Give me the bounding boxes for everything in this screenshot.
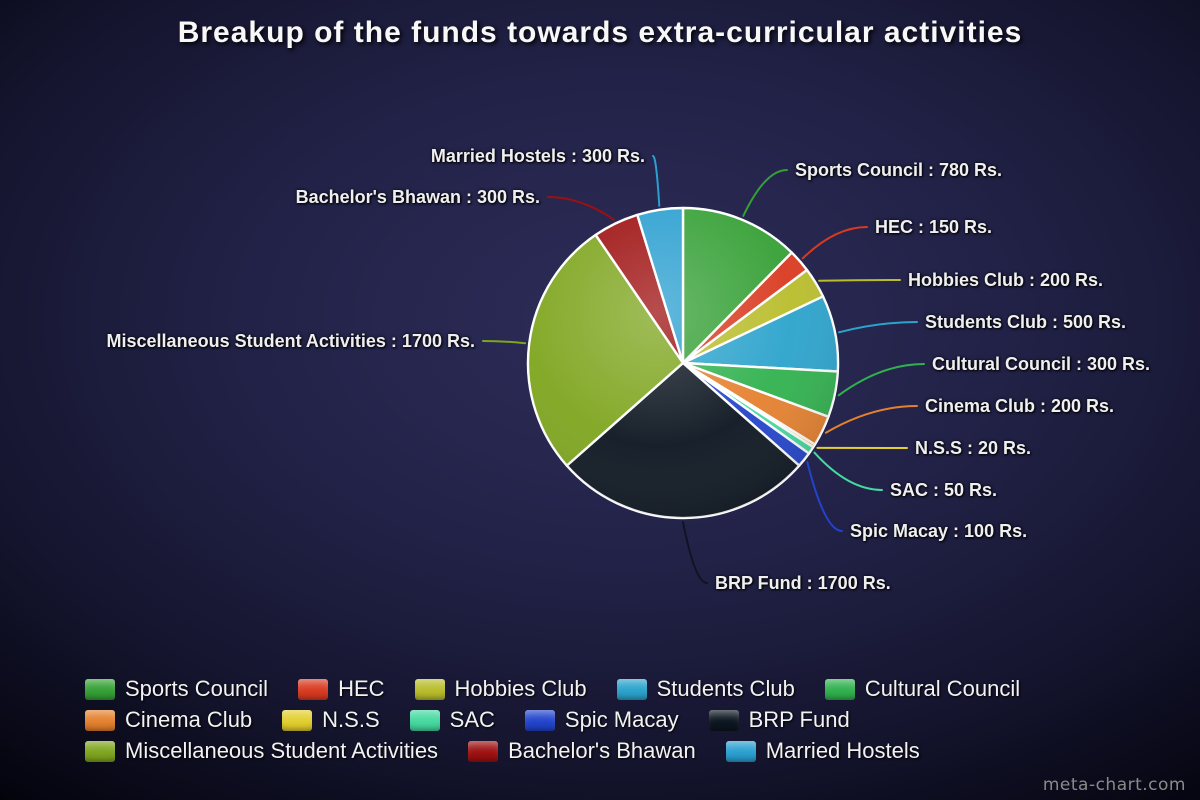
legend-label: Students Club — [656, 676, 795, 701]
legend-item-brp-fund: BRP Fund — [708, 707, 850, 733]
legend-item-hec: HEC — [298, 676, 385, 702]
legend-item-cinema-club: Cinema Club — [85, 707, 252, 733]
legend-label: Cultural Council — [864, 676, 1021, 701]
slice-label-hec: HEC : 150 Rs. — [875, 217, 993, 237]
legend-item-hobbies-club: Hobbies Club — [414, 676, 587, 702]
legend-row: Cinema Club N.S.S SAC Spic Macay BRP Fund — [85, 707, 1020, 733]
legend-label: Married Hostels — [765, 738, 920, 763]
slice-label-n-s-s: N.S.S : 20 Rs. — [915, 438, 1032, 458]
leader-line-brp-fund — [682, 521, 708, 584]
legend-label: Cinema Club — [125, 707, 253, 732]
slice-label-hobbies-club: Hobbies Club : 200 Rs. — [908, 270, 1104, 290]
legend-label: Hobbies Club — [454, 676, 587, 701]
slice-label-married-hostels: Married Hostels : 300 Rs. — [430, 146, 645, 166]
legend-swatch-cultural-council — [824, 678, 855, 700]
legend-swatch-sports-council — [85, 678, 115, 700]
legend-swatch-hec — [298, 678, 329, 700]
legend-item-sports-council: Sports Council — [85, 676, 268, 702]
leader-line-miscellaneous-student-activities — [482, 340, 527, 345]
leader-line-sac — [813, 451, 883, 491]
leader-line-sports-council — [742, 169, 788, 217]
slice-label-students-club: Students Club : 500 Rs. — [925, 312, 1127, 332]
slice-label-sports-council: Sports Council : 780 Rs. — [795, 160, 1003, 180]
slice-label-brp-fund: BRP Fund : 1700 Rs. — [715, 573, 891, 593]
slice-label-cinema-club: Cinema Club : 200 Rs. — [925, 396, 1115, 416]
legend-row: Miscellaneous Student Activities Bachelor… — [85, 738, 1020, 764]
legend-swatch-brp-fund — [708, 709, 739, 731]
legend-item-cultural-council: Cultural Council — [824, 676, 1021, 702]
legend-swatch-married-hostels — [725, 740, 756, 762]
legend-label: Miscellaneous Student Activities — [125, 738, 439, 763]
leader-line-married-hostels — [652, 155, 661, 207]
leader-line-hobbies-club — [818, 279, 901, 282]
pie-slices-group — [526, 206, 840, 520]
legend-item-spic-macay: Spic Macay — [524, 707, 679, 733]
legend-label: Spic Macay — [564, 707, 679, 732]
legend-swatch-n-s-s — [282, 709, 313, 731]
legend-swatch-spic-macay — [524, 709, 555, 731]
legend-item-students-club: Students Club — [616, 676, 795, 702]
leader-line-bachelor-s-bhawan — [547, 196, 615, 221]
legend-label: Sports Council — [125, 676, 269, 701]
slice-label-cultural-council: Cultural Council : 300 Rs. — [932, 354, 1151, 374]
watermark: meta-chart.com — [1042, 775, 1186, 795]
legend-swatch-miscellaneous-student-activities — [85, 740, 115, 762]
legend-swatch-hobbies-club — [414, 678, 445, 700]
legend-item-sac: SAC — [409, 707, 495, 733]
legend: Sports Council HEC Hobbies Club Students Cl… — [85, 676, 1020, 764]
legend-item-bachelor-s-bhawan: Bachelor's Bhawan — [468, 738, 696, 764]
legend-swatch-sac — [409, 709, 440, 731]
legend-swatch-bachelor-s-bhawan — [468, 740, 499, 762]
legend-item-n-s-s: N.S.S — [282, 707, 380, 733]
legend-label: Bachelor's Bhawan — [508, 738, 696, 763]
slice-label-spic-macay: Spic Macay : 100 Rs. — [850, 521, 1028, 541]
legend-swatch-cinema-club — [85, 709, 115, 731]
leader-line-spic-macay — [806, 461, 843, 532]
legend-item-married-hostels: Married Hostels — [725, 738, 920, 764]
leader-line-cinema-club — [824, 405, 918, 434]
legend-label: BRP Fund — [748, 707, 850, 732]
slice-label-miscellaneous-student-activities: Miscellaneous Student Activities : 1700 … — [106, 331, 475, 351]
leader-line-hec — [801, 226, 868, 260]
legend-label: N.S.S — [322, 707, 380, 732]
legend-label: SAC — [449, 707, 495, 732]
slice-label-sac: SAC : 50 Rs. — [890, 480, 998, 500]
chart-title: Breakup of the funds towards extra-curri… — [177, 16, 1023, 49]
leader-line-students-club — [838, 321, 918, 334]
legend-label: HEC — [338, 676, 385, 701]
leader-lines-group — [482, 155, 925, 584]
leader-line-cultural-council — [837, 363, 925, 397]
legend-item-miscellaneous-student-activities: Miscellaneous Student Activities — [85, 738, 438, 764]
slice-label-bachelor-s-bhawan: Bachelor's Bhawan : 300 Rs. — [295, 187, 540, 207]
legend-swatch-students-club — [616, 678, 647, 700]
legend-row: Sports Council HEC Hobbies Club Students Cl… — [85, 676, 1020, 702]
